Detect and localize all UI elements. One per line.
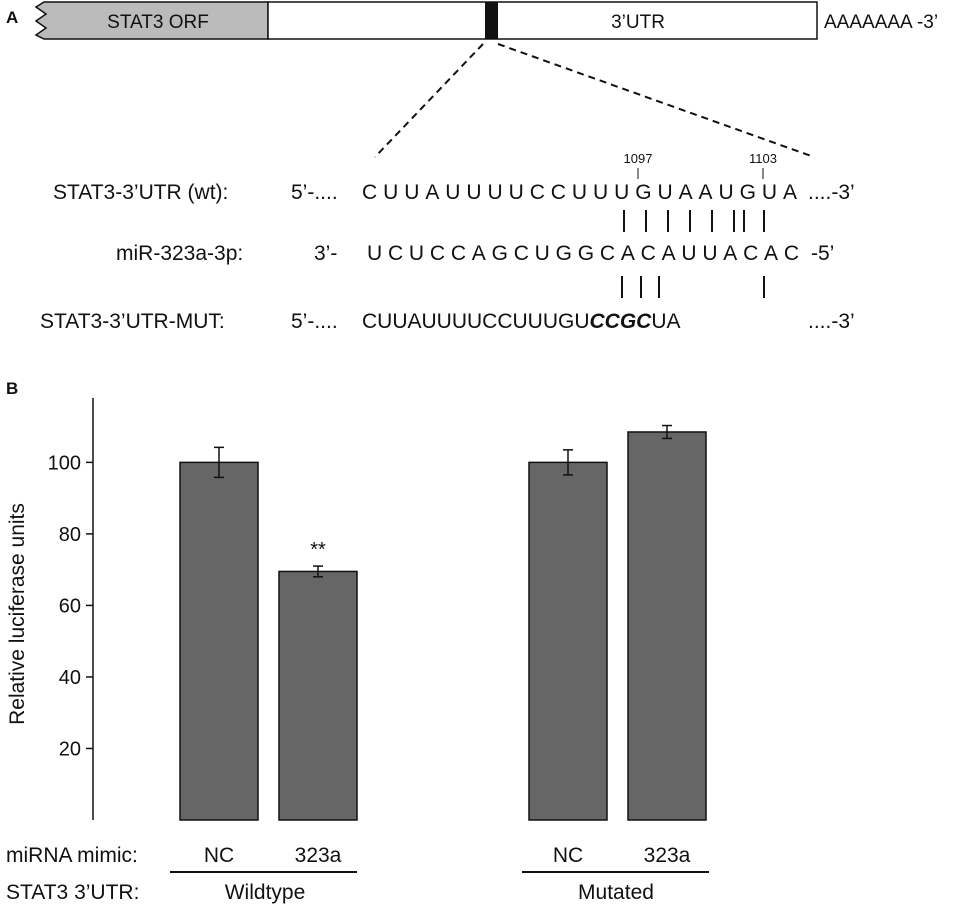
panel-b-label: B	[6, 379, 18, 398]
panel-a-label: A	[6, 8, 18, 27]
mirna-sequence: UCUCCAGCUGGCACAUUACAC	[367, 242, 799, 265]
binding-site-mark	[485, 2, 498, 39]
y-axis-label: Relative luciferase units	[6, 503, 29, 725]
pairing-lines-top	[623, 210, 765, 232]
pairing-lines-bottom	[621, 276, 765, 298]
wt-sequence: CUUAUUUUCCUUUGUAAUGUA	[362, 181, 797, 204]
mirna-row-label: miR-323a-3p:	[116, 242, 243, 265]
polya-label: AAAAAAA -3’	[824, 12, 938, 33]
row-label-utr: STAT3 3’UTR:	[6, 881, 139, 904]
significance-label: **	[310, 539, 326, 561]
wt-row-suffix: ....-3’	[808, 181, 855, 204]
mut-sequence: CUUAUUUUCCUUUGUCCGCUA	[362, 310, 681, 333]
category-label: 323a	[295, 844, 342, 867]
zoom-line-right	[497, 43, 815, 158]
mut-row-label: STAT3-3’UTR-MUT:	[40, 310, 225, 333]
bar	[627, 431, 707, 821]
group-label-mutated: Mutated	[578, 881, 654, 904]
bar	[278, 570, 358, 821]
y-tick-label: 20	[59, 738, 81, 760]
category-label: 323a	[644, 844, 691, 867]
mut-seq-mutated: CCGC	[590, 310, 653, 333]
zoom-line-left	[374, 43, 484, 158]
bar-chart: 20 40 60 80 100 Relative luciferase units NC **…	[6, 398, 707, 867]
category-label: NC	[204, 844, 234, 867]
position-1103: 1103	[749, 151, 777, 166]
group-label-wildtype: Wildtype	[225, 881, 306, 904]
bar	[179, 461, 259, 821]
mirna-row-suffix: -5’	[811, 242, 834, 265]
mut-row-suffix: ....-3’	[808, 310, 855, 333]
y-tick-label: 100	[48, 452, 81, 474]
y-tick-label: 40	[59, 667, 81, 689]
utr-box	[267, 1, 818, 40]
mut-seq-before: CUUAUUUUCCUUUGU	[362, 310, 590, 333]
y-tick-label: 80	[59, 524, 81, 546]
row-label-mimic: miRNA mimic:	[6, 844, 138, 867]
mut-seq-after: UA	[651, 310, 680, 333]
wt-row-prefix: 5’-....	[291, 181, 338, 204]
orf-label: STAT3 ORF	[107, 12, 209, 33]
mrna-schematic: STAT3 ORF 3’UTR AAAAAAA -3’	[34, 1, 938, 40]
utr-label: 3’UTR	[611, 12, 665, 33]
position-1097: 1097	[624, 151, 653, 166]
wt-row-label: STAT3-3’UTR (wt):	[53, 181, 228, 204]
mut-row-prefix: 5’-....	[291, 310, 338, 333]
category-label: NC	[553, 844, 583, 867]
bar	[528, 461, 608, 821]
y-tick-label: 60	[59, 595, 81, 617]
mirna-row-prefix: 3’-	[314, 242, 337, 265]
